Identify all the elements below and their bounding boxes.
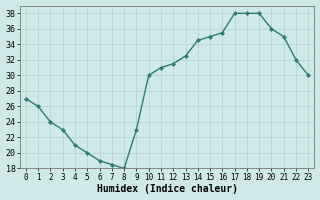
X-axis label: Humidex (Indice chaleur): Humidex (Indice chaleur) <box>97 184 237 194</box>
